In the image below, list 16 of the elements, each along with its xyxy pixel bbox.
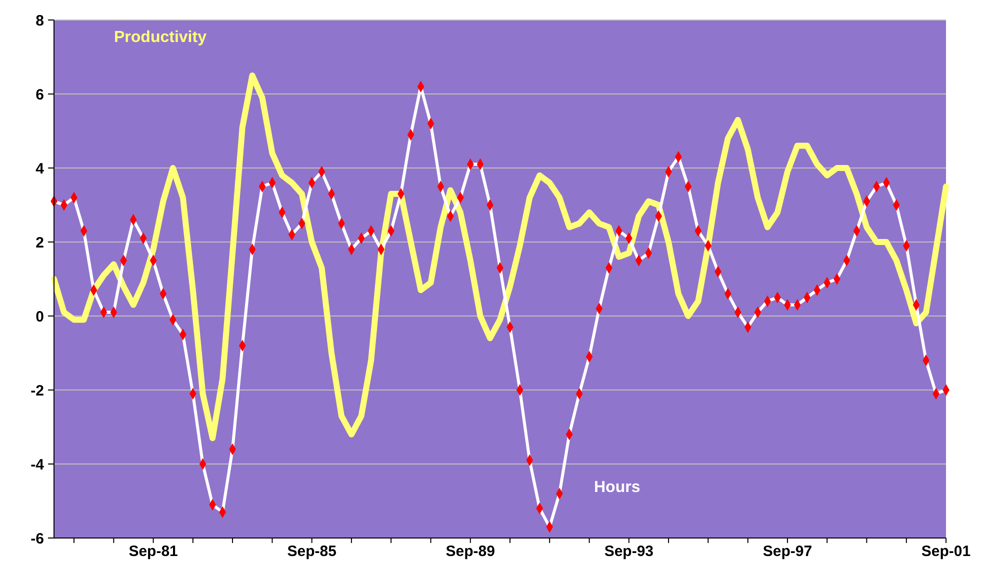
x-tick-label: Sep-97	[762, 543, 812, 560]
y-tick-label: 8	[36, 12, 44, 30]
y-tick-label: -6	[30, 530, 44, 548]
x-tick-label: Sep-81	[128, 543, 178, 560]
y-tick-label: 2	[36, 234, 44, 252]
y-tick-label: -4	[30, 456, 45, 474]
text: Productivity	[114, 29, 207, 46]
x-tick-label: Sep-93	[604, 543, 654, 560]
y-tick-label: 0	[36, 308, 44, 326]
x-tick-label: Sep-85	[287, 543, 336, 560]
y-tick-label: 4	[36, 160, 45, 178]
y-tick-label: 6	[36, 86, 44, 104]
series-label: Hours	[594, 479, 640, 496]
y-tick-label: -2	[30, 382, 44, 400]
x-tick-label: Sep-01	[921, 543, 971, 560]
x-tick-label: Sep-89	[446, 543, 495, 560]
